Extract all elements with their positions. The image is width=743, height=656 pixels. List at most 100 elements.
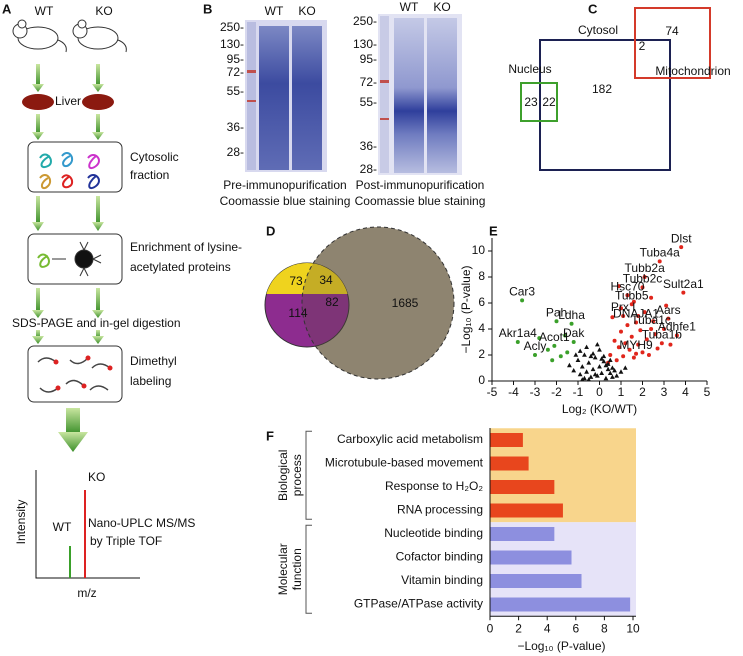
x-axis-label: Log₂ (KO/WT) xyxy=(562,402,637,416)
liver-wt xyxy=(22,94,54,110)
point xyxy=(636,342,641,347)
point xyxy=(642,310,647,315)
label: KO xyxy=(433,0,450,14)
point xyxy=(653,332,658,337)
ladder-label: 55- xyxy=(360,95,377,109)
point xyxy=(571,368,577,373)
point xyxy=(649,327,654,331)
point xyxy=(618,369,624,374)
point xyxy=(575,357,581,362)
point xyxy=(563,333,568,338)
point xyxy=(577,348,583,353)
box-cytosolic xyxy=(27,141,123,193)
point xyxy=(554,319,559,324)
point xyxy=(545,347,550,352)
label: SDS-PAGE and in-gel digestion xyxy=(12,316,181,330)
point xyxy=(594,373,600,378)
point xyxy=(550,358,555,363)
point-label: Tubb2a xyxy=(625,261,666,275)
x-tick-label: 4 xyxy=(682,385,689,399)
ladder-label: 36- xyxy=(360,139,377,153)
category-label: RNA processing xyxy=(397,503,483,517)
label: WT xyxy=(53,520,72,534)
point-label: Tubb2c xyxy=(623,272,663,286)
y-tick-label: 2 xyxy=(478,347,485,361)
label: KO xyxy=(298,4,315,18)
count: 1685 xyxy=(392,296,419,310)
panel-letter: F xyxy=(266,428,274,443)
panel-b-gels xyxy=(245,14,462,175)
count: 73 xyxy=(289,274,303,288)
arrows xyxy=(32,64,104,452)
y-tick-label: 10 xyxy=(472,243,486,257)
label: WT xyxy=(265,4,284,18)
label: Dimethyl xyxy=(130,354,177,368)
point xyxy=(681,290,686,295)
category-label: Microtubule-based movement xyxy=(325,456,484,470)
point xyxy=(597,364,602,369)
count: 23 xyxy=(524,95,538,109)
point-label: Pah xyxy=(546,305,567,319)
ladder-label: 130- xyxy=(220,37,244,51)
ladder-label: 250- xyxy=(353,14,377,28)
ladder-label: 130- xyxy=(353,37,377,51)
point xyxy=(629,302,634,307)
y-tick-label: 4 xyxy=(478,321,485,335)
panel-letter: D xyxy=(266,223,275,238)
point xyxy=(659,341,664,346)
point xyxy=(565,350,570,355)
point xyxy=(610,365,615,370)
ladder-label: 55- xyxy=(227,84,244,98)
bar xyxy=(490,574,582,588)
point xyxy=(634,320,639,325)
count: 82 xyxy=(325,295,339,309)
point-label: Tuba1c xyxy=(631,313,671,327)
point xyxy=(627,347,632,352)
point xyxy=(515,340,520,344)
point xyxy=(629,334,634,339)
ladder-label: 72- xyxy=(360,75,377,89)
mouse-wt xyxy=(12,19,67,53)
count: 34 xyxy=(319,273,333,287)
count: 114 xyxy=(288,306,307,320)
point-label: Akr1a4 xyxy=(499,326,537,340)
point xyxy=(607,357,613,362)
ladder-label: 28- xyxy=(227,145,244,159)
point xyxy=(571,340,576,344)
panel-letter: C xyxy=(588,1,598,16)
point xyxy=(599,370,605,375)
point xyxy=(584,344,589,349)
label: KO xyxy=(95,4,112,18)
category-label: Carboxylic acid metabolism xyxy=(337,432,483,446)
point xyxy=(579,377,585,382)
count: 182 xyxy=(592,82,612,96)
x-tick-label: 4 xyxy=(544,621,551,635)
label: KO xyxy=(88,470,105,484)
label: WT xyxy=(400,0,419,14)
point xyxy=(631,355,636,360)
label: Enrichment of lysine- xyxy=(130,240,242,254)
point-label: Tuba4a xyxy=(640,246,681,260)
y-axis-label: −Log₁₀ (P-value) xyxy=(459,265,473,353)
point xyxy=(668,342,673,347)
point xyxy=(590,351,596,356)
point xyxy=(577,371,583,377)
ladder-label: 95- xyxy=(227,52,244,66)
point xyxy=(607,370,613,375)
ladder-label: 36- xyxy=(227,120,244,134)
group-bracket xyxy=(305,430,312,520)
point xyxy=(573,352,579,357)
point xyxy=(588,353,594,359)
point xyxy=(601,353,607,359)
count: 22 xyxy=(542,95,556,109)
group-label: process xyxy=(290,454,304,496)
point xyxy=(533,353,537,357)
point xyxy=(520,298,525,303)
point-label: Tubb5 xyxy=(615,288,649,302)
label: labeling xyxy=(130,374,171,388)
y-tick-label: 0 xyxy=(478,373,485,387)
point xyxy=(569,321,574,326)
panel-letter: E xyxy=(489,223,498,238)
point xyxy=(621,314,626,318)
